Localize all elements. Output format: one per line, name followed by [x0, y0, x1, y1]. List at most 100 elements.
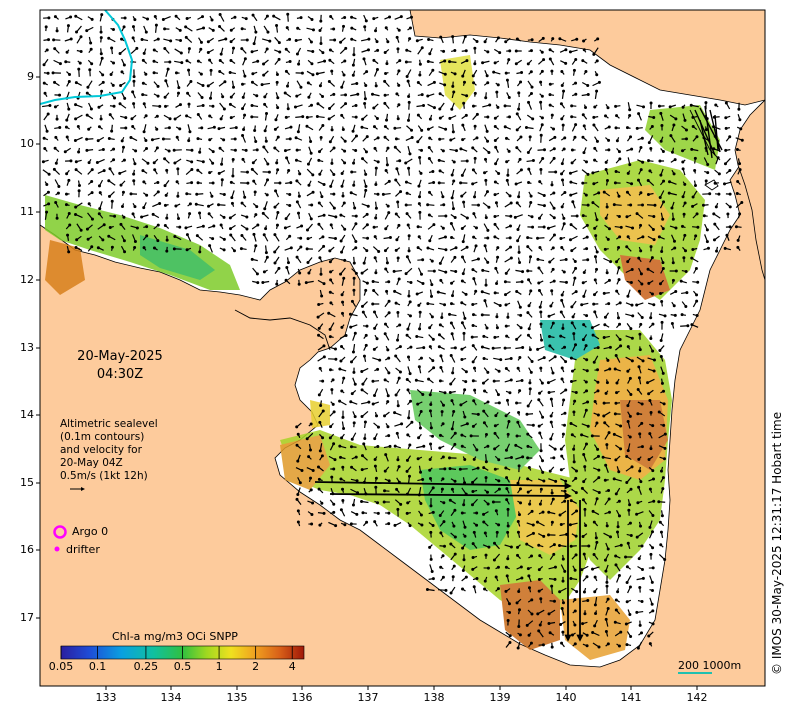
velocity-arrow-head	[537, 629, 541, 633]
velocity-arrow-head	[349, 191, 353, 195]
velocity-arrow-head	[317, 393, 321, 397]
velocity-arrow-head	[206, 40, 210, 44]
velocity-arrow-head	[349, 325, 353, 329]
velocity-arrow-head	[392, 269, 396, 273]
velocity-arrow-head	[713, 222, 717, 226]
velocity-arrow-head	[120, 139, 124, 143]
velocity-arrow-head	[217, 171, 221, 175]
velocity-arrow-head	[580, 486, 584, 490]
velocity-arrow-head	[229, 180, 233, 184]
velocity-arrow-head	[245, 170, 249, 174]
velocity-arrow-head	[484, 553, 488, 557]
velocity-arrow-head	[318, 523, 322, 527]
velocity-arrow-head	[480, 290, 484, 294]
velocity-arrow-head	[679, 279, 683, 283]
velocity-arrow-head	[514, 443, 518, 447]
velocity-arrow-head	[444, 588, 448, 592]
velocity-arrow-head	[352, 53, 356, 57]
velocity-arrow-head	[548, 48, 552, 52]
velocity-arrow-head	[476, 412, 480, 416]
velocity-arrow-head	[593, 226, 597, 230]
velocity-arrow-head	[592, 182, 596, 186]
velocity-arrow-head	[586, 258, 590, 262]
velocity-arrow-head	[175, 135, 179, 139]
velocity-arrow-head	[328, 368, 332, 372]
velocity-arrow-head	[178, 225, 182, 229]
velocity-arrow-head	[569, 223, 573, 227]
velocity-arrow-head	[120, 205, 124, 209]
velocity-arrow-head	[406, 79, 410, 83]
velocity-arrow-head	[574, 553, 578, 557]
velocity-arrow-head	[549, 397, 553, 401]
velocity-arrow-head	[660, 381, 664, 385]
velocity-arrow-head	[647, 392, 651, 396]
velocity-arrow-head	[169, 39, 173, 43]
velocity-arrow-head	[255, 205, 259, 209]
velocity-arrow-head	[638, 332, 642, 336]
velocity-arrow-head	[261, 281, 265, 285]
velocity-arrow-head	[250, 257, 254, 261]
velocity-arrow-head	[243, 57, 247, 61]
velocity-arrow-head	[602, 291, 606, 295]
velocity-arrow-head	[483, 40, 487, 44]
velocity-arrow-head	[405, 469, 409, 473]
velocity-arrow-head	[365, 223, 369, 227]
velocity-arrow-head	[318, 29, 322, 33]
velocity-arrow-head	[350, 437, 354, 441]
velocity-arrow-head	[684, 249, 688, 253]
velocity-arrow-head	[163, 203, 167, 207]
velocity-arrow-head	[584, 380, 588, 384]
velocity-arrow-head	[541, 36, 545, 40]
velocity-arrow-head	[462, 101, 466, 105]
velocity-arrow-head	[606, 607, 610, 611]
velocity-arrow-head	[706, 246, 710, 250]
velocity-arrow-head	[296, 509, 300, 513]
velocity-arrow-head	[614, 104, 618, 108]
velocity-arrow-head	[419, 410, 423, 414]
velocity-arrow-head	[515, 337, 519, 341]
velocity-arrow-head	[641, 235, 645, 239]
velocity-arrow-head	[528, 387, 532, 391]
velocity-arrow-head	[328, 335, 332, 339]
velocity-arrow-head	[659, 292, 663, 296]
velocity-arrow-head	[471, 323, 475, 327]
velocity-arrow-head	[552, 543, 556, 547]
velocity-arrow-head	[606, 237, 610, 241]
velocity-arrow-head	[514, 49, 518, 53]
velocity-arrow-head	[595, 250, 599, 254]
velocity-arrow-head	[612, 432, 616, 436]
velocity-arrow-head	[55, 216, 59, 220]
velocity-arrow-head	[352, 370, 356, 374]
velocity-arrow-head	[463, 534, 467, 538]
velocity-arrow-head	[561, 178, 565, 182]
velocity-arrow-head	[256, 281, 260, 285]
velocity-arrow-head	[152, 246, 156, 250]
velocity-arrow-head	[486, 260, 490, 264]
velocity-arrow-head	[670, 206, 674, 210]
velocity-arrow-head	[372, 125, 376, 129]
velocity-arrow-head	[101, 148, 105, 152]
velocity-arrow-head	[508, 194, 512, 198]
velocity-arrow-head	[564, 258, 568, 262]
velocity-arrow-head	[310, 203, 314, 207]
velocity-arrow-head	[441, 226, 445, 230]
velocity-arrow-head	[568, 171, 572, 175]
velocity-arrow-head	[406, 388, 410, 392]
velocity-arrow-head	[604, 216, 608, 220]
velocity-arrow-head	[503, 125, 507, 129]
velocity-arrow-head	[572, 410, 576, 414]
velocity-arrow-head	[56, 191, 60, 195]
velocity-arrow-head	[460, 357, 464, 361]
velocity-arrow-head	[614, 126, 618, 130]
velocity-arrow-head	[494, 201, 498, 205]
velocity-arrow-head	[585, 369, 589, 373]
velocity-arrow-head	[460, 511, 464, 515]
velocity-arrow-head	[515, 112, 519, 116]
velocity-arrow-head	[222, 248, 226, 252]
velocity-arrow-head	[527, 466, 531, 470]
velocity-arrow-head	[647, 159, 651, 163]
velocity-arrow-head	[373, 457, 377, 461]
velocity-arrow-head	[363, 25, 367, 29]
velocity-arrow-head	[595, 218, 599, 222]
velocity-arrow-head	[613, 412, 617, 416]
